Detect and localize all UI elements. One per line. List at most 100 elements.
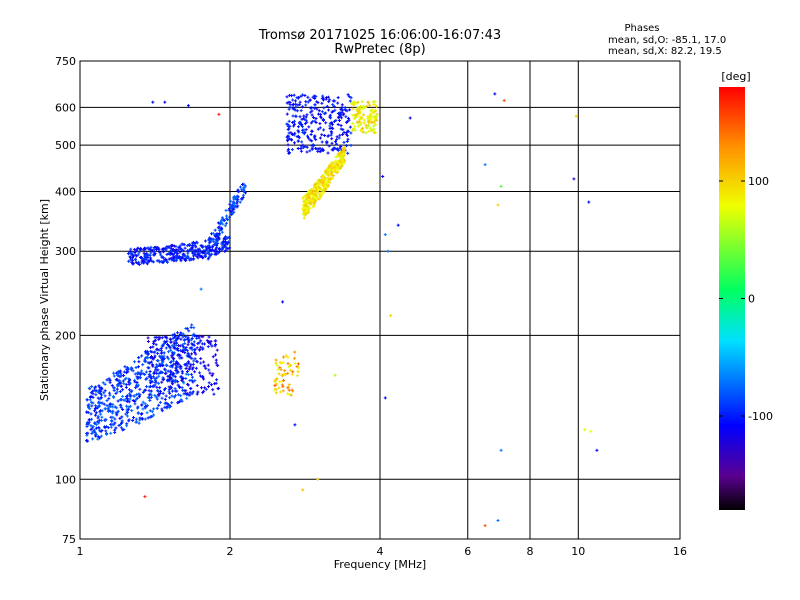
data-point [181,242,183,246]
data-point [302,125,303,129]
data-point [100,434,102,438]
data-point [185,334,186,338]
data-point [289,151,290,155]
data-point [106,432,108,436]
data-point [295,102,297,106]
data-point [333,105,335,108]
data-point [363,118,365,122]
data-point [172,379,174,383]
data-point [309,201,310,204]
data-point [170,369,172,373]
data-point [150,356,151,360]
data-point [309,195,311,198]
data-point [352,113,354,117]
data-point [199,254,201,258]
data-point [186,370,188,373]
data-point [159,391,161,395]
data-point [136,381,138,385]
data-point [166,355,168,359]
data-point [99,389,101,393]
data-point [363,113,365,117]
data-point [198,336,200,340]
data-point [308,197,309,201]
data-point [126,414,128,418]
data-point [175,394,176,398]
data-point [196,392,198,396]
data-point [210,339,212,343]
data-point [311,109,313,113]
data-point [237,204,239,208]
data-point [90,391,92,395]
data-point [151,380,153,384]
data-point [300,109,302,113]
data-point [100,409,101,413]
data-point [131,261,133,264]
data-point [276,377,278,381]
data-point [307,100,309,104]
data-point [100,389,102,393]
data-point [323,128,325,132]
data-point [178,255,180,259]
data-point [153,252,155,256]
data-point [140,247,142,251]
data-point [292,107,294,111]
data-point [182,335,184,339]
data-point [320,116,322,120]
data-point [216,232,218,236]
data-point [175,248,177,252]
data-point [111,422,113,426]
data-point [327,185,329,189]
data-point [321,175,322,179]
data-point [86,432,88,435]
data-point [315,121,317,124]
data-point [144,252,146,256]
data-point [149,392,151,396]
data-point [312,197,314,201]
data-point [359,110,361,114]
data-point [373,128,375,132]
data-point [95,385,97,389]
data-point [372,100,374,104]
data-point [326,172,328,176]
data-point [302,207,304,211]
data-point [113,396,115,400]
data-point [180,367,182,371]
data-point [149,370,151,374]
data-point [186,349,188,353]
data-point [328,144,330,148]
data-point [349,125,351,129]
data-point [313,116,314,119]
data-point [178,335,180,339]
data-point [200,361,202,365]
data-point [346,140,348,143]
data-point [168,344,169,347]
data-point [294,361,296,365]
data-point [354,124,356,128]
data-point [116,390,118,394]
data-point [300,94,302,98]
data-point [302,212,304,216]
data-point [341,164,343,168]
data-point [198,252,200,256]
data-point [90,428,92,432]
data-point [308,125,310,129]
data-point [342,147,344,151]
data-point [326,104,328,108]
data-point [213,240,215,244]
data-point [345,115,347,119]
data-point [367,117,369,120]
data-point [134,360,135,364]
data-point [149,398,151,402]
data-point [287,125,289,128]
data-point [332,176,334,180]
data-point [298,366,299,370]
data-point [112,415,114,419]
data-point [148,260,150,264]
data-point [335,161,337,165]
data-point [310,121,312,125]
data-point [160,349,162,353]
data-point [159,260,161,264]
data-point [299,100,301,104]
data-point [312,119,314,123]
data-point [170,244,172,248]
